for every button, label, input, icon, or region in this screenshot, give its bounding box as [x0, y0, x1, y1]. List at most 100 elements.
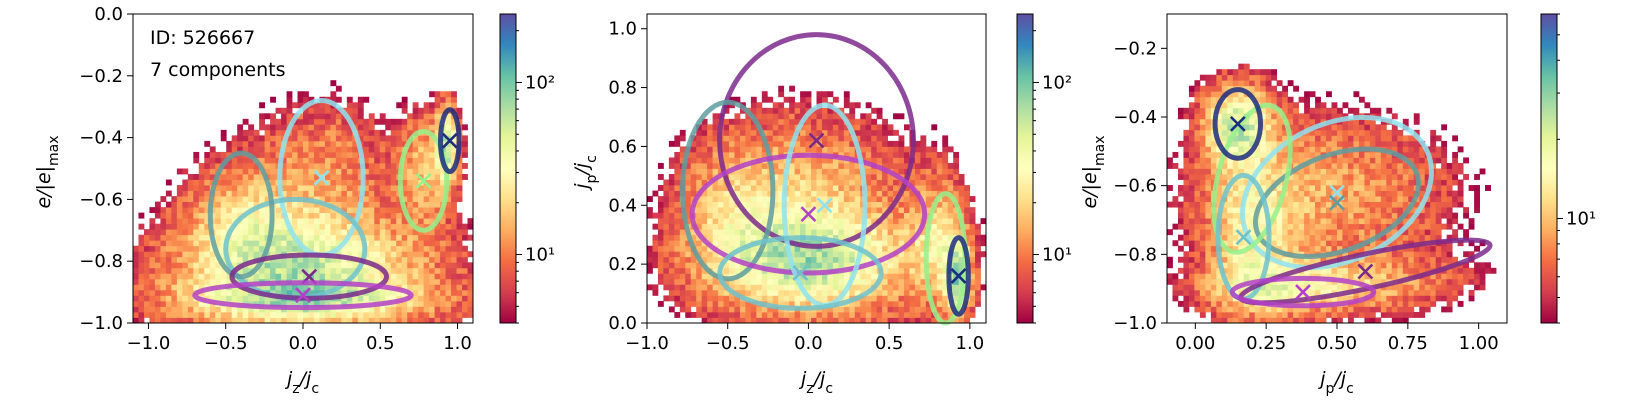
- heatmap-cell: [887, 262, 894, 269]
- heatmap-cell: [335, 118, 342, 125]
- heatmap-cell: [805, 284, 812, 291]
- heatmap-cell: [761, 311, 768, 318]
- heatmap-cell: [1227, 129, 1234, 136]
- heatmap-cell: [794, 107, 801, 114]
- heatmap-cell: [1205, 278, 1212, 285]
- heatmap-cell: [827, 113, 834, 120]
- heatmap-cell: [379, 113, 386, 120]
- heatmap-cell: [1216, 113, 1223, 120]
- heatmap-cell: [363, 190, 370, 197]
- heatmap-cell: [429, 317, 436, 324]
- heatmap-cell: [143, 278, 150, 285]
- heatmap-cell: [953, 273, 960, 280]
- heatmap-cell: [1210, 300, 1217, 307]
- heatmap-cell: [1221, 311, 1228, 318]
- heatmap-cell: [1199, 124, 1206, 131]
- heatmap-cell: [778, 190, 785, 197]
- heatmap-cell: [1221, 212, 1228, 219]
- heatmap-cell: [1232, 278, 1239, 285]
- heatmap-cell: [182, 289, 189, 296]
- heatmap-cell: [778, 107, 785, 114]
- heatmap-cell: [237, 162, 244, 169]
- heatmap-cell: [849, 196, 856, 203]
- heatmap-cell: [1188, 245, 1195, 252]
- heatmap-cell: [149, 267, 156, 274]
- heatmap-cell: [456, 212, 463, 219]
- panel-3: 0.00 0.25 0.50 0.75 1.00−1.0−0.8−0.6−0.4−0.2…: [1079, 13, 1596, 397]
- heatmap-cell: [1210, 262, 1217, 269]
- heatmap-cell: [729, 179, 735, 186]
- heatmap-cell: [1232, 80, 1239, 87]
- heatmap-cell: [794, 118, 801, 125]
- heatmap-cell: [750, 135, 757, 142]
- heatmap-cell: [215, 278, 222, 285]
- heatmap-cell: [893, 218, 899, 225]
- heatmap-cell: [811, 273, 817, 280]
- heatmap-cell: [849, 151, 856, 158]
- heatmap-cell: [805, 174, 812, 180]
- heatmap-cell: [259, 212, 266, 219]
- heatmap-cell: [346, 146, 353, 153]
- heatmap-cell: [903, 278, 910, 285]
- heatmap-cell: [821, 289, 828, 296]
- heatmap-cell: [1194, 300, 1201, 307]
- heatmap-cell: [909, 295, 916, 302]
- colorbar-gradient: [499, 13, 517, 324]
- heatmap-cell: [286, 118, 293, 125]
- heatmap-cell: [231, 196, 238, 203]
- heatmap-cell: [750, 162, 757, 169]
- heatmap-cell: [434, 91, 441, 98]
- heatmap-cell: [920, 256, 927, 263]
- heatmap-cell: [182, 229, 189, 236]
- heatmap-cell: [275, 240, 282, 247]
- heatmap-cell: [270, 146, 276, 153]
- heatmap-cell: [964, 240, 970, 247]
- heatmap-cell: [668, 157, 675, 164]
- heatmap-cell: [204, 245, 211, 252]
- heatmap-cell: [800, 278, 806, 285]
- heatmap-cell: [800, 201, 806, 208]
- heatmap-cell: [832, 146, 839, 153]
- heatmap-cell: [854, 306, 861, 313]
- heatmap-cell: [456, 289, 463, 296]
- heatmap-cell: [434, 234, 441, 241]
- heatmap-cell: [761, 317, 768, 324]
- heatmap-cell: [800, 135, 806, 142]
- heatmap-cell: [761, 146, 768, 153]
- component-center-marker-1: [808, 132, 825, 149]
- heatmap-cell: [270, 174, 276, 180]
- heatmap-cell: [401, 245, 408, 252]
- heatmap-cell: [811, 146, 817, 153]
- heatmap-cell: [165, 229, 172, 236]
- heatmap-cell: [330, 80, 337, 87]
- heatmap-cell: [707, 212, 714, 219]
- heatmap-cell: [292, 129, 298, 136]
- heatmap-cell: [964, 185, 970, 191]
- heatmap-cell: [947, 311, 954, 318]
- heatmap-cell: [854, 207, 861, 214]
- heatmap-cell: [385, 245, 392, 252]
- heatmap-cell: [893, 229, 899, 236]
- heatmap-cell: [149, 251, 156, 258]
- heatmap-cell: [756, 174, 763, 180]
- heatmap-cell: [750, 107, 757, 114]
- heatmap-cell: [903, 251, 910, 258]
- heatmap-cell: [445, 317, 452, 324]
- heatmap-cell: [811, 256, 817, 263]
- heatmap-cell: [1177, 190, 1184, 197]
- heatmap-cell: [374, 135, 381, 142]
- heatmap-cell: [363, 306, 370, 313]
- heatmap-cell: [876, 168, 883, 175]
- heatmap-cell: [270, 140, 276, 147]
- heatmap-cell: [903, 284, 910, 291]
- heatmap-cell: [1194, 157, 1201, 164]
- heatmap-cell: [729, 300, 735, 307]
- heatmap-cell: [374, 223, 381, 230]
- heatmap-cell: [652, 240, 659, 247]
- heatmap-cell: [745, 223, 752, 230]
- heatmap-cell: [756, 196, 763, 203]
- heatmap-cell: [1210, 317, 1217, 324]
- heatmap-cell: [783, 311, 790, 318]
- heatmap-cell: [1227, 69, 1234, 76]
- heatmap-cell: [1210, 234, 1217, 241]
